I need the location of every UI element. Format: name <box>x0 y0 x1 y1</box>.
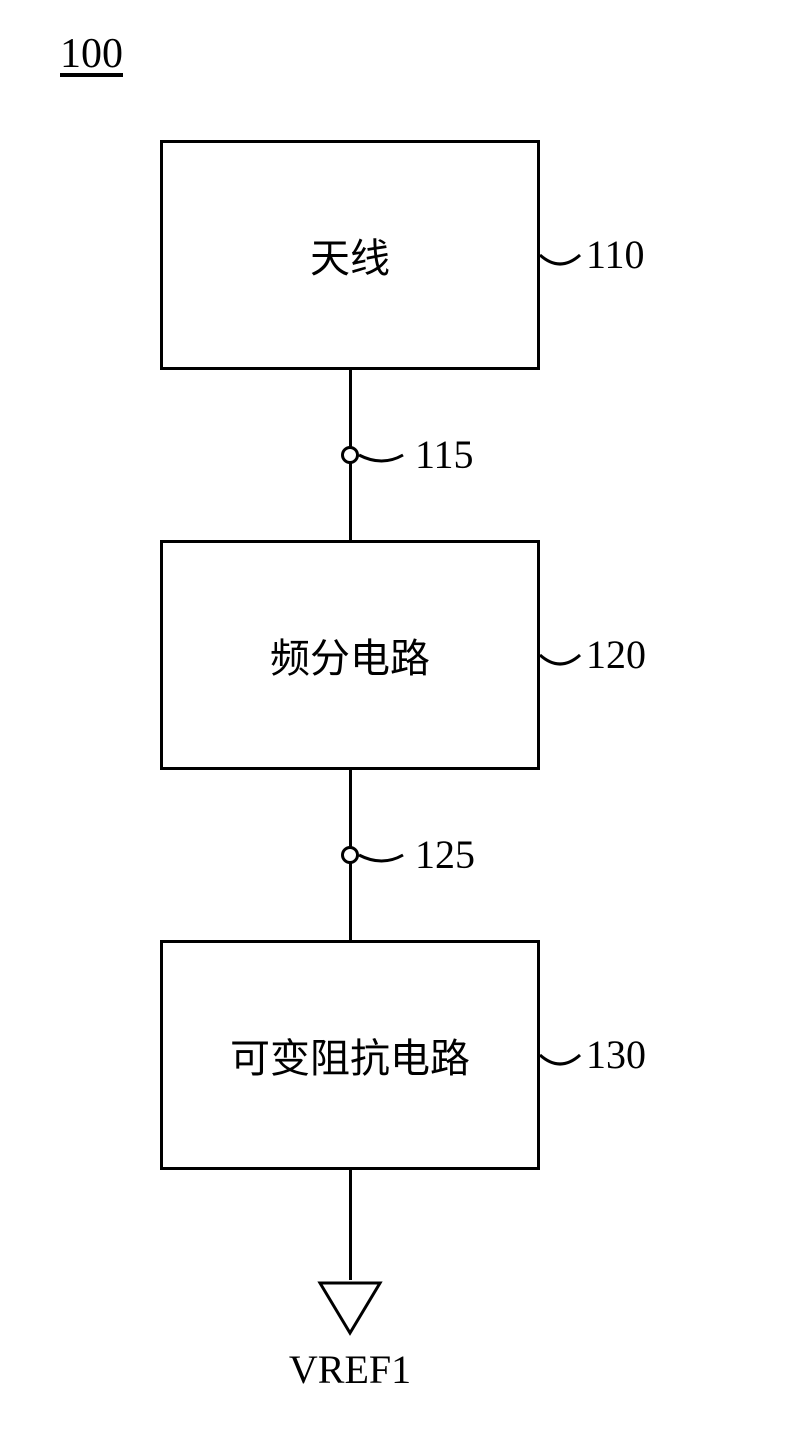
output-line <box>349 1170 352 1280</box>
block-120: 频分电路 <box>160 540 540 770</box>
block-130: 可变阻抗电路 <box>160 940 540 1170</box>
node-leader <box>357 835 407 875</box>
block-label: 频分电路 <box>270 626 430 684</box>
leader-curve <box>537 625 583 685</box>
node-ref-125: 125 <box>415 831 475 878</box>
vref-label: VREF1 <box>289 1346 411 1393</box>
figure-id: 100 <box>60 30 123 78</box>
block-ref-120: 120 <box>586 631 646 678</box>
node-ref-115: 115 <box>415 431 474 478</box>
block-ref-110: 110 <box>586 231 645 278</box>
block-label: 天线 <box>310 226 390 284</box>
ground-triangle-icon <box>317 1280 383 1336</box>
node-leader <box>357 435 407 475</box>
leader-curve <box>537 225 583 285</box>
block-label: 可变阻抗电路 <box>230 1026 470 1084</box>
leader-curve <box>537 1025 583 1085</box>
block-110: 天线 <box>160 140 540 370</box>
block-ref-130: 130 <box>586 1031 646 1078</box>
